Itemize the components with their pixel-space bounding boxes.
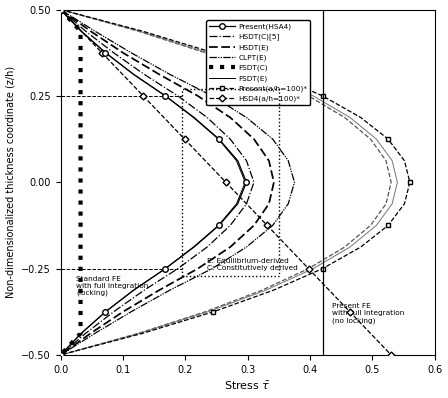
- Bar: [182, 89, 279, 275]
- Text: E: Equilibrium-derived
C: Constitutively derived: E: Equilibrium-derived C: Constitutively…: [207, 258, 297, 271]
- Y-axis label: Non-dimensionalized thickness coordinate (z/h): Non-dimensionalized thickness coordinate…: [5, 66, 16, 298]
- Text: Present FE
with full integration
(no locking): Present FE with full integration (no loc…: [332, 303, 404, 324]
- X-axis label: Stress $\bar{\tau}$: Stress $\bar{\tau}$: [224, 380, 271, 392]
- Legend: Present(HSA4), HSDT(C)[5], HSDT(E), CLPT(E), FSDT(C), FSDT(E), Present(a/h=100)*: Present(HSA4), HSDT(C)[5], HSDT(E), CLPT…: [207, 20, 310, 105]
- Text: Standard FE
with full integration
(locking): Standard FE with full integration (locki…: [76, 275, 149, 296]
